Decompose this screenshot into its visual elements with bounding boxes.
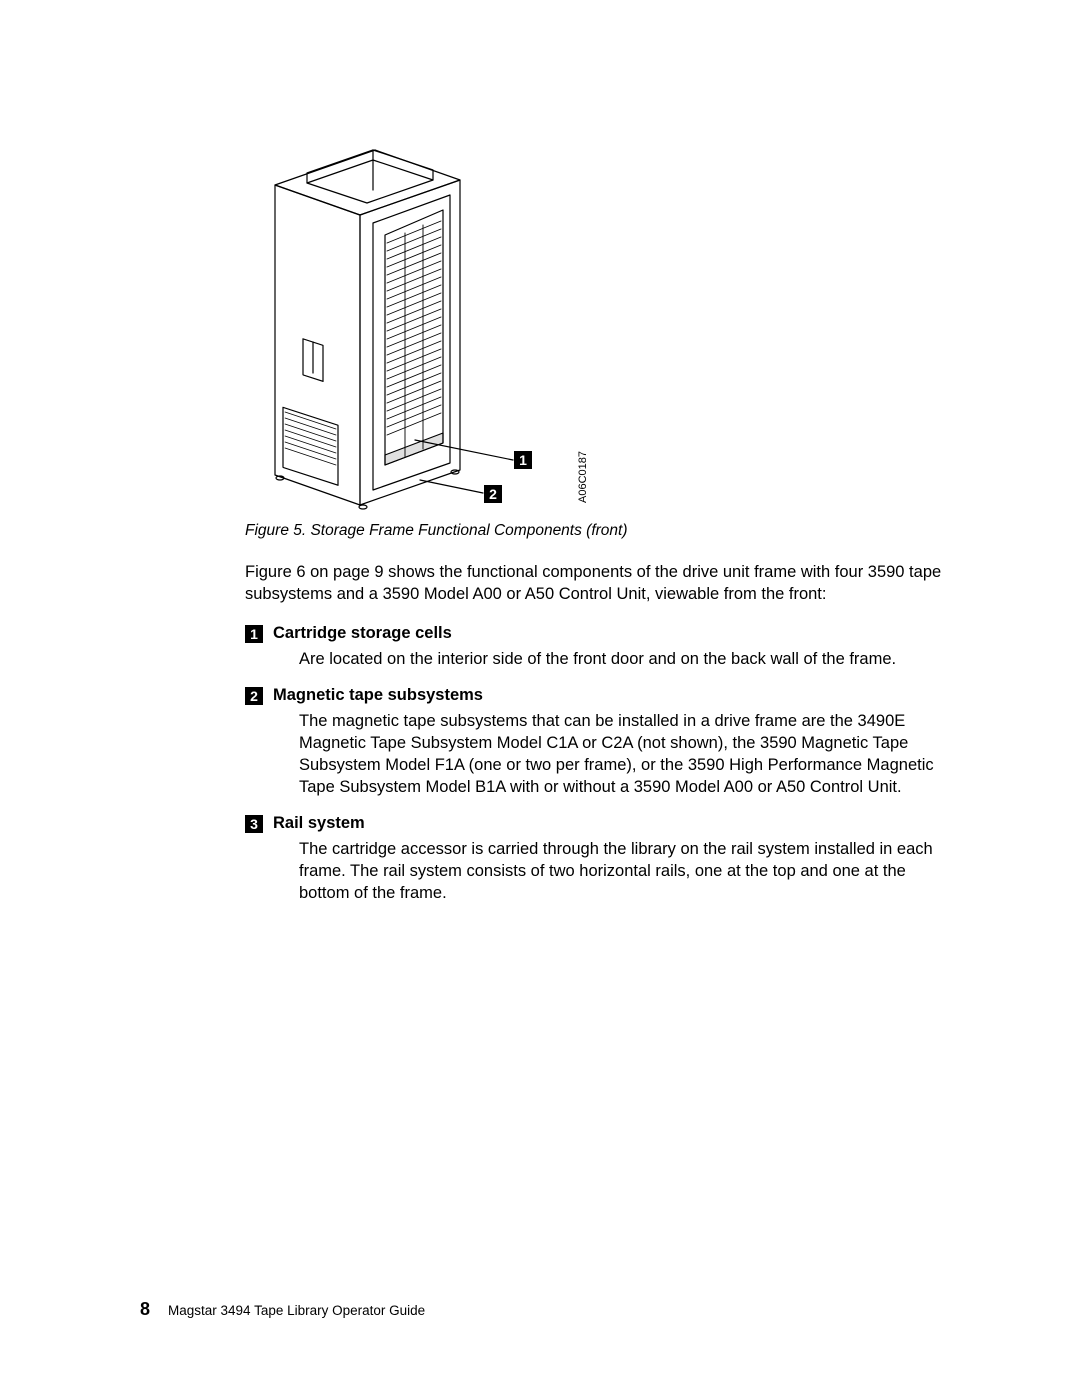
figure-image-id: A06C0187 — [577, 451, 589, 503]
page-content: 1 2 A06C0187 Figure 5. Storage Frame Fun… — [0, 0, 1080, 905]
storage-frame-svg — [245, 95, 605, 510]
definition-number-2: 2 — [245, 687, 263, 705]
figure-illustration: 1 2 A06C0187 — [245, 95, 605, 510]
definition-item-3: 3 Rail system The cartridge accessor is … — [245, 814, 960, 904]
page-number: 8 — [140, 1299, 150, 1320]
definition-number-1: 1 — [245, 625, 263, 643]
definition-body-1: Are located on the interior side of the … — [299, 649, 960, 671]
definition-title-2: Magnetic tape subsystems — [273, 686, 483, 705]
intro-paragraph: Figure 6 on page 9 shows the functional … — [245, 562, 960, 606]
definition-title-3: Rail system — [273, 814, 365, 833]
definition-title-1: Cartridge storage cells — [273, 624, 452, 643]
callout-1-marker: 1 — [514, 451, 532, 469]
definition-body-3: The cartridge accessor is carried throug… — [299, 839, 960, 904]
figure-caption: Figure 5. Storage Frame Functional Compo… — [245, 522, 960, 540]
page-footer: 8 Magstar 3494 Tape Library Operator Gui… — [140, 1299, 425, 1320]
definition-item-2: 2 Magnetic tape subsystems The magnetic … — [245, 686, 960, 798]
definition-number-3: 3 — [245, 815, 263, 833]
definition-body-2: The magnetic tape subsystems that can be… — [299, 711, 960, 798]
definition-item-1: 1 Cartridge storage cells Are located on… — [245, 624, 960, 671]
callout-2-marker: 2 — [484, 485, 502, 503]
guide-title: Magstar 3494 Tape Library Operator Guide — [168, 1303, 425, 1318]
